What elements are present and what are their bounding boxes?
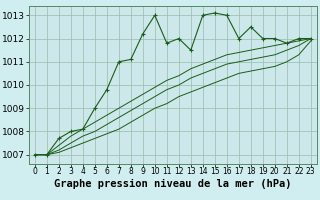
X-axis label: Graphe pression niveau de la mer (hPa): Graphe pression niveau de la mer (hPa)	[54, 179, 292, 189]
